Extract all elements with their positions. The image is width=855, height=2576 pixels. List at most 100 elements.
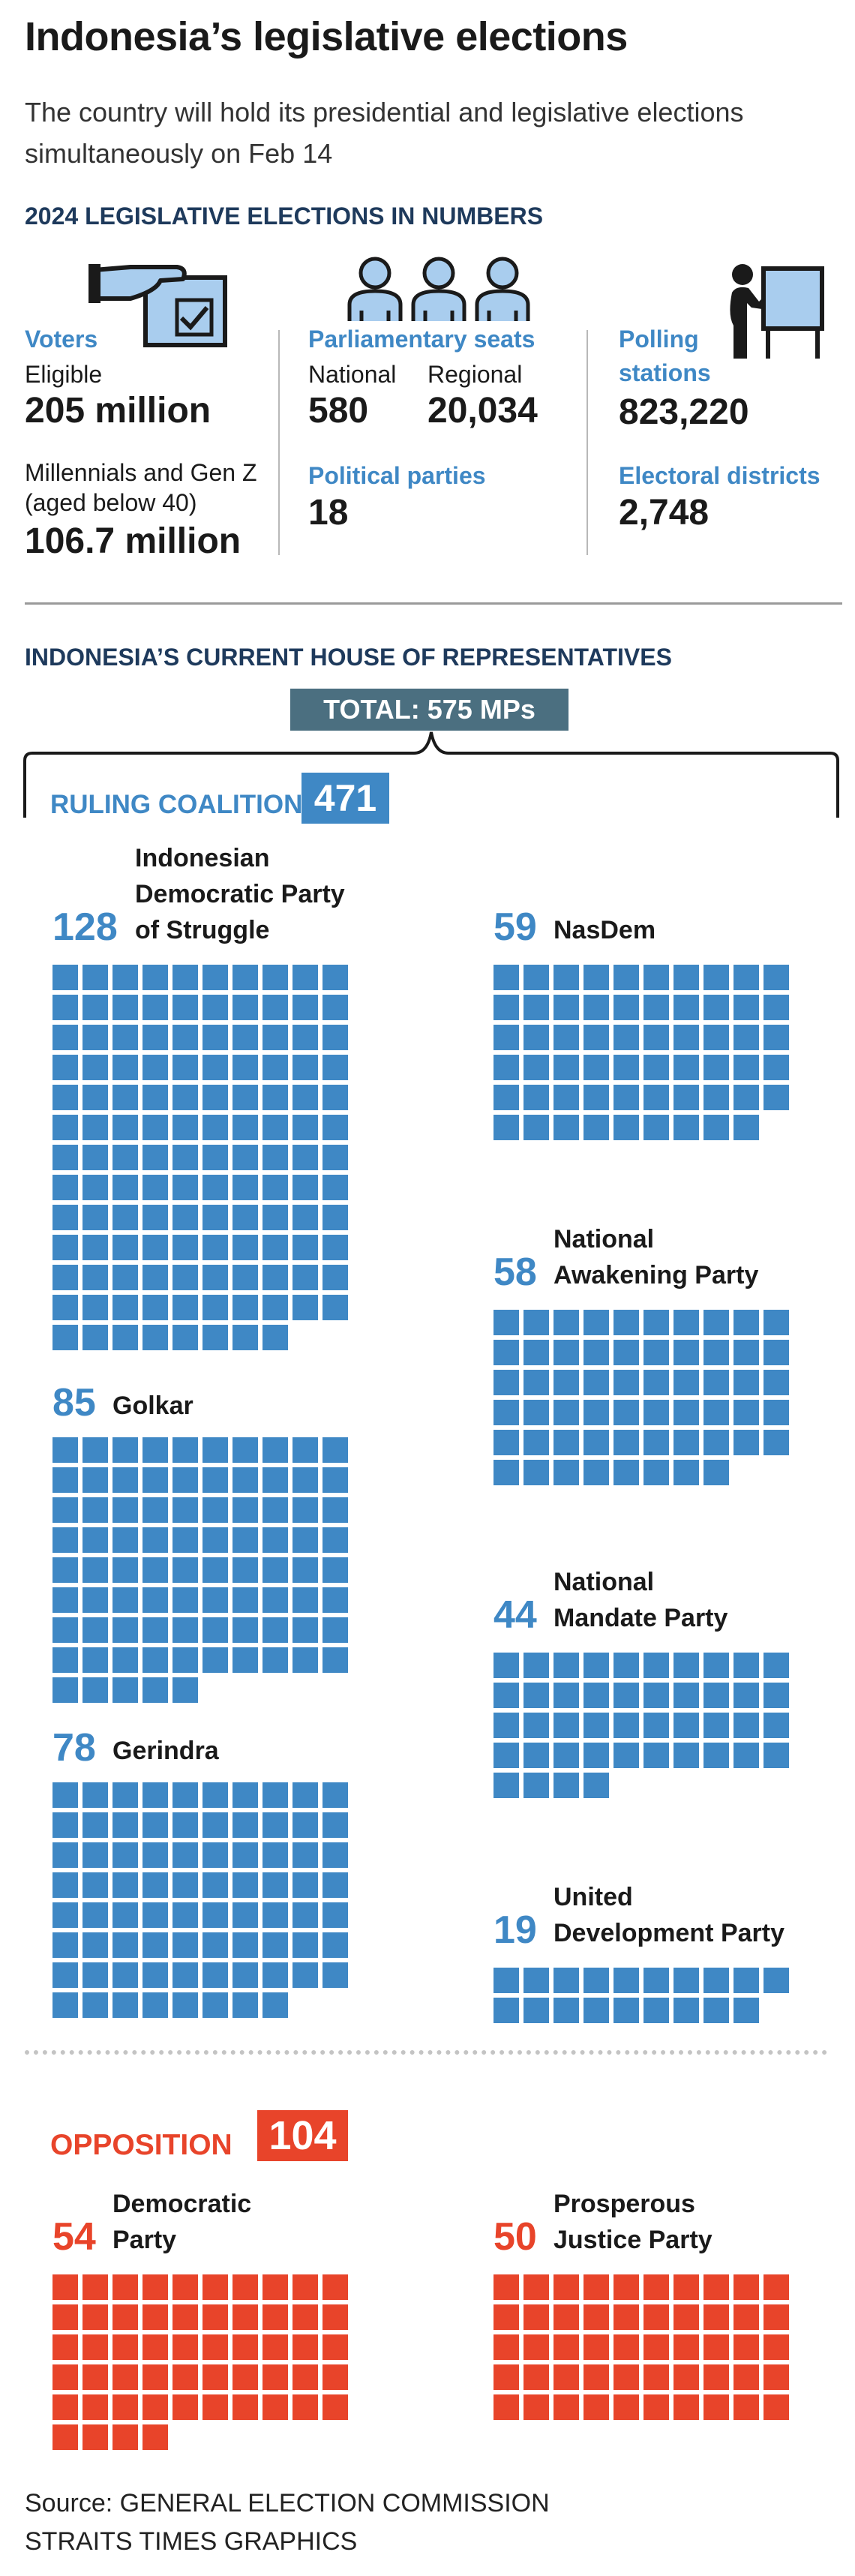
seat-square <box>232 1647 258 1673</box>
seat-square <box>82 1437 108 1463</box>
seat-square <box>554 2364 579 2390</box>
seat-square <box>734 1713 759 1738</box>
stations-heading-line1: Polling <box>619 326 699 353</box>
seat-square <box>142 1145 168 1170</box>
seat-square <box>262 1587 288 1613</box>
seat-square <box>704 1340 729 1365</box>
seat-square <box>142 2424 168 2450</box>
party-seat-count-indonesian-democratic-party-of-struggle: 128 <box>52 905 118 949</box>
seat-square <box>524 2334 549 2360</box>
total-mps-badge: TOTAL: 575 MPs <box>290 689 568 731</box>
seat-square <box>232 2304 258 2330</box>
seat-square <box>584 1743 609 1768</box>
seat-square <box>524 2364 549 2390</box>
seat-square <box>112 1527 138 1553</box>
seat-square <box>232 965 258 990</box>
seat-square <box>554 1683 579 1708</box>
seat-square <box>524 1085 549 1110</box>
seat-square <box>704 1743 729 1768</box>
seat-square <box>764 1968 789 1993</box>
seat-square <box>704 1055 729 1080</box>
seat-square <box>82 1587 108 1613</box>
party-seat-count-golkar: 85 <box>52 1381 96 1425</box>
seat-square <box>584 1460 609 1485</box>
seat-square <box>52 1055 78 1080</box>
seat-square <box>142 1527 168 1553</box>
seat-square <box>202 1085 228 1110</box>
seat-square <box>704 1430 729 1455</box>
seat-square <box>674 965 699 990</box>
seat-square <box>202 1325 228 1350</box>
seat-square <box>82 995 108 1020</box>
seat-square <box>142 2334 168 2360</box>
seat-square <box>112 1437 138 1463</box>
party-name-line: Awakening Party <box>554 1261 759 1290</box>
seat-square <box>494 2334 519 2360</box>
seat-square <box>322 1647 348 1673</box>
seat-square <box>322 2274 348 2300</box>
coalition-bracket <box>23 731 839 818</box>
regional-seats-label: Regional <box>428 361 523 388</box>
seat-square <box>764 1653 789 1678</box>
seat-square <box>82 1175 108 1200</box>
column-divider <box>278 330 280 555</box>
seat-square <box>202 1557 228 1583</box>
seat-square <box>142 1115 168 1140</box>
seat-square <box>734 1998 759 2023</box>
seat-square <box>524 1340 549 1365</box>
seat-square <box>262 1842 288 1868</box>
seat-square <box>734 2364 759 2390</box>
seat-square <box>614 1340 639 1365</box>
seat-square <box>202 1527 228 1553</box>
seat-square <box>172 1175 198 1200</box>
seat-square <box>734 1055 759 1080</box>
seat-square <box>524 1998 549 2023</box>
seat-square <box>554 1998 579 2023</box>
seat-square <box>734 2394 759 2420</box>
seat-square <box>112 1557 138 1583</box>
numbers-heading: 2024 LEGISLATIVE ELECTIONS IN NUMBERS <box>25 203 544 230</box>
seat-square <box>232 1932 258 1958</box>
seat-square <box>262 965 288 990</box>
seat-square <box>524 1773 549 1798</box>
districts-heading: Electoral districts <box>619 462 820 489</box>
seat-square <box>524 1653 549 1678</box>
seat-square <box>52 1265 78 1290</box>
seat-square <box>524 1370 549 1395</box>
seat-square <box>142 2304 168 2330</box>
seat-square <box>262 1265 288 1290</box>
party-seat-count-nasdem: 59 <box>494 905 537 949</box>
seat-square <box>262 2364 288 2390</box>
seat-square <box>674 2364 699 2390</box>
seat-square <box>644 2274 669 2300</box>
seat-square <box>202 1962 228 1988</box>
seat-square <box>644 1653 669 1678</box>
seat-square <box>142 1932 168 1958</box>
seat-square <box>172 1325 198 1350</box>
seat-square <box>644 2304 669 2330</box>
seat-square <box>112 1647 138 1673</box>
seat-square <box>554 1773 579 1798</box>
seat-square <box>494 1115 519 1140</box>
seat-square <box>172 1527 198 1553</box>
seat-square <box>614 1400 639 1425</box>
seat-square <box>142 2394 168 2420</box>
source-line: Source: GENERAL ELECTION COMMISSION <box>25 2489 550 2517</box>
seat-square <box>232 1295 258 1320</box>
seat-square <box>674 1370 699 1395</box>
seat-square <box>292 2394 318 2420</box>
seat-square <box>232 1497 258 1523</box>
seat-square <box>172 1235 198 1260</box>
seat-square <box>584 2394 609 2420</box>
seat-square <box>644 1713 669 1738</box>
seat-square <box>202 1025 228 1050</box>
section-divider <box>25 602 842 605</box>
seat-square <box>172 1265 198 1290</box>
seat-square <box>322 1527 348 1553</box>
seat-square <box>734 995 759 1020</box>
seat-square <box>112 1812 138 1838</box>
party-name-united-development-party: United Development Party <box>554 1879 784 1951</box>
districts-value: 2,748 <box>619 493 710 533</box>
seat-square <box>734 2304 759 2330</box>
seat-square <box>584 2304 609 2330</box>
